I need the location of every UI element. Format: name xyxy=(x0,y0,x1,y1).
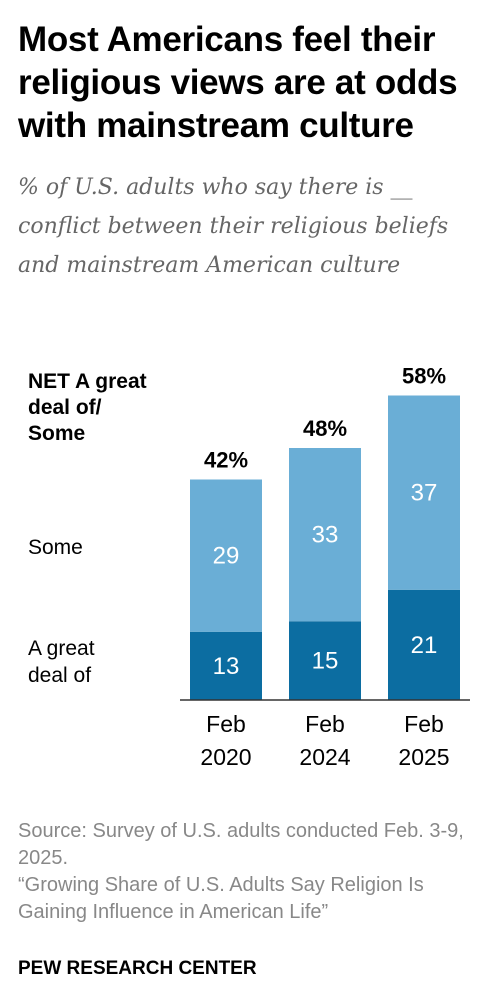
x-tick-label-2-line1: Feb xyxy=(404,711,444,737)
bar-some-0 xyxy=(190,479,262,632)
data-label-some-1: 33 xyxy=(312,522,339,549)
legend-some-label: Some xyxy=(28,536,83,559)
pew-credit-logo: PEW RESEARCH CENTER xyxy=(18,958,257,979)
legend-net-label-line1: NET A great xyxy=(28,370,147,393)
data-label-some-2: 37 xyxy=(411,480,438,507)
x-tick-label-1-line2: 2024 xyxy=(299,744,350,770)
x-tick-label-0-line2: 2020 xyxy=(200,744,251,770)
data-label-some-0: 29 xyxy=(213,543,240,570)
bar-some-2 xyxy=(388,395,460,590)
bar-great-deal-2 xyxy=(388,589,460,700)
data-label-great-deal-2: 21 xyxy=(411,632,438,659)
legend-great-deal-label-line2: deal of xyxy=(28,664,91,687)
chart-title: Most Americans feel their religious view… xyxy=(18,20,458,145)
x-tick-label-1-line1: Feb xyxy=(305,711,345,737)
legend-net-label-line2: deal of/ xyxy=(28,396,102,419)
legend-net-label-line3: Some xyxy=(28,422,85,445)
total-label-1: 48% xyxy=(303,416,347,441)
data-label-great-deal-0: 13 xyxy=(213,653,240,680)
x-tick-label-2-line2: 2025 xyxy=(398,744,449,770)
total-label-0: 42% xyxy=(204,448,248,473)
source-note: Source: Survey of U.S. adults conducted … xyxy=(18,818,488,926)
source-text: Source: Survey of U.S. adults conducted … xyxy=(18,820,464,869)
bar-some-1 xyxy=(289,448,361,622)
stacked-bar-chart: NET A great deal of/ Some Some A great d… xyxy=(28,364,470,770)
bar-great-deal-1 xyxy=(289,621,361,700)
bar-great-deal-0 xyxy=(190,631,262,700)
legend-great-deal-label-line1: A great xyxy=(28,637,95,660)
data-label-great-deal-1: 15 xyxy=(312,648,339,675)
total-label-2: 58% xyxy=(402,364,446,389)
report-title: “Growing Share of U.S. Adults Say Religi… xyxy=(18,874,424,923)
chart-subtitle: % of U.S. adults who say there is __ con… xyxy=(18,175,449,278)
x-tick-label-0-line1: Feb xyxy=(206,711,246,737)
